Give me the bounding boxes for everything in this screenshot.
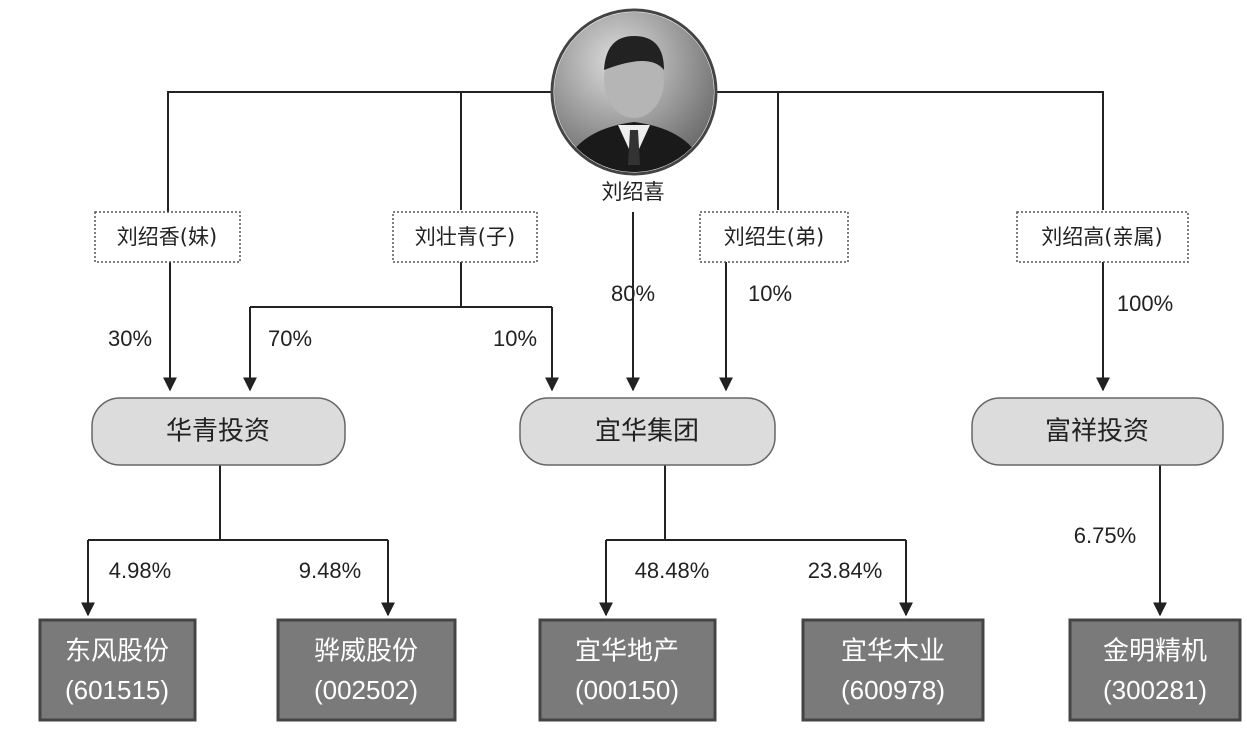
stake-label: 10%: [748, 281, 792, 306]
stake-label: 10%: [493, 326, 537, 351]
company-name: 富祥投资: [1045, 417, 1149, 447]
listed-box: [540, 620, 715, 720]
holder-label: 刘绍香(妹): [117, 225, 217, 249]
company-name: 宜华集团: [595, 417, 699, 447]
holder-label: 刘壮青(子): [415, 225, 515, 249]
listed-code: (002502): [314, 675, 418, 705]
listed-name: 宜华木业: [841, 637, 945, 667]
listed-code: (300281): [1103, 675, 1207, 705]
listed-stake-label: 9.48%: [299, 558, 361, 583]
listed-name: 金明精机: [1103, 637, 1207, 667]
listed-box: [278, 620, 455, 720]
listed-box: [1070, 620, 1240, 720]
listed-stake-label: 6.75%: [1074, 523, 1136, 548]
listed-code: (600978): [841, 675, 945, 705]
company-name: 华青投资: [166, 417, 270, 447]
root-name: 刘绍喜: [602, 180, 665, 204]
listed-companies: 东风股份 (601515) 骅威股份 (002502) 宜华地产 (000150…: [40, 620, 1240, 720]
stake-label: 30%: [108, 326, 152, 351]
listed-stake-label: 4.98%: [109, 558, 171, 583]
listed-name: 骅威股份: [314, 637, 418, 667]
listed-box: [40, 620, 195, 720]
listed-code: (601515): [65, 675, 169, 705]
holder-label: 刘绍生(弟): [724, 225, 824, 249]
stake-label: 100%: [1117, 291, 1173, 316]
portrait: [550, 10, 720, 180]
stake-label: 70%: [268, 326, 312, 351]
listed-stake-label: 48.48%: [635, 558, 710, 583]
listed-name: 宜华地产: [575, 637, 679, 667]
listed-code: (000150): [575, 675, 679, 705]
stake-label: 80%: [611, 281, 655, 306]
listed-stake-label: 23.84%: [808, 558, 883, 583]
ownership-diagram: 刘绍喜 刘绍香(妹) 刘壮青(子) 刘绍生(弟) 刘绍高(亲属) 30% 70%…: [0, 0, 1247, 732]
listed-box: [803, 620, 983, 720]
holder-label: 刘绍高(亲属): [1041, 225, 1162, 249]
listed-name: 东风股份: [65, 637, 169, 667]
